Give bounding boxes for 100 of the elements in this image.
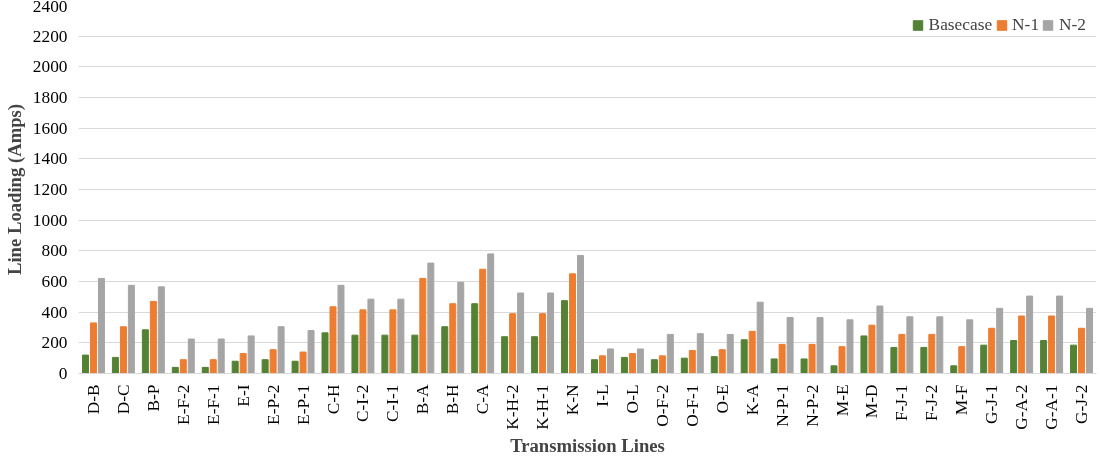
bar [688,350,696,374]
bar [187,338,195,374]
bar [988,327,996,374]
bar [800,358,808,374]
bar [868,324,876,374]
bar [81,354,89,374]
x-tick-label: K-N [563,384,583,416]
bar [209,359,217,374]
x-tick-label: C-I-1 [383,384,403,423]
bar [539,313,547,374]
bar [201,366,209,374]
bar [359,309,367,374]
x-tick-label: G-A-1 [1042,384,1062,430]
bar [307,330,315,374]
x-tick-label: O-E [712,384,732,414]
bar [598,355,606,374]
bar [351,334,359,374]
bar [509,313,517,374]
bar [748,330,756,374]
x-tick-label: K-A [742,384,762,416]
y-tick-label: 200 [41,333,68,353]
x-tick-label: C-A [473,384,493,415]
bar [950,365,958,374]
x-tick-label: E-P-1 [293,384,313,425]
legend-label: Basecase [928,15,993,35]
x-tick-label: E-P-2 [263,384,283,425]
legend-label: N-2 [1059,15,1086,35]
bar [247,335,255,374]
bar [291,360,299,374]
bar [890,346,898,374]
x-tick-label: B-H [443,384,463,415]
x-tick-label: E-F-2 [173,384,193,425]
bar [606,348,614,374]
bar [680,357,688,374]
x-tick-label: O-F-1 [682,384,702,427]
bar [1086,307,1094,374]
bar [718,349,726,374]
x-tick-label: D-B [83,384,103,415]
bar [179,359,187,374]
bar [89,322,97,374]
x-tick-label: E-F-1 [203,384,223,425]
y-tick-label: 0 [58,364,68,383]
bar [231,360,239,374]
bar [710,356,718,374]
x-tick-label: C-I-2 [353,384,373,423]
bar [149,300,157,374]
x-tick-label: G-A-2 [1012,384,1032,430]
x-tick-label: E-I [233,384,253,407]
x-tick-label: F-J-2 [922,384,942,422]
bar [299,351,307,374]
bar [1078,327,1086,374]
bar [928,333,936,374]
bar [479,268,487,374]
bar [127,284,135,374]
bar [457,281,465,374]
x-tick-label: M-D [862,384,882,419]
bar [171,366,179,374]
bar [846,319,854,374]
bar [1040,340,1048,374]
x-axis-title: Transmission Lines [510,434,665,456]
bar [111,356,119,374]
y-tick-label: 400 [41,302,68,322]
bar [269,349,277,374]
bar [778,343,786,374]
bar [666,333,674,374]
bar [487,253,495,374]
y-tick-label: 1000 [32,210,68,230]
y-tick-label: 800 [41,241,68,261]
bar [1070,344,1078,374]
y-tick-label: 600 [41,272,68,291]
bar [920,346,928,374]
bar [726,333,734,374]
y-tick-label: 2000 [32,57,68,77]
y-tick-label: 2400 [32,0,68,16]
bar [658,355,666,374]
x-tick-label: N-P-1 [772,384,792,427]
y-tick-label: 2200 [32,26,68,46]
bar [561,300,569,374]
bar [628,353,636,374]
bar [696,333,704,374]
bar [337,284,345,374]
bar [936,316,944,374]
bar [367,298,375,374]
bar [620,356,628,374]
x-tick-label: M-E [832,384,852,417]
x-tick-label: F-J-1 [892,384,912,422]
bar [419,277,427,374]
bar [756,301,764,374]
bar [501,336,509,374]
bar [906,316,914,374]
bar [876,305,884,374]
bar [547,292,555,374]
bar [277,326,285,374]
y-tick-label: 1800 [32,88,68,107]
bar [770,358,778,374]
y-tick-label: 1600 [32,118,68,138]
bar [517,292,525,374]
x-tick-label: G-J-2 [1072,384,1092,424]
bar [261,359,269,374]
bar [119,326,127,374]
